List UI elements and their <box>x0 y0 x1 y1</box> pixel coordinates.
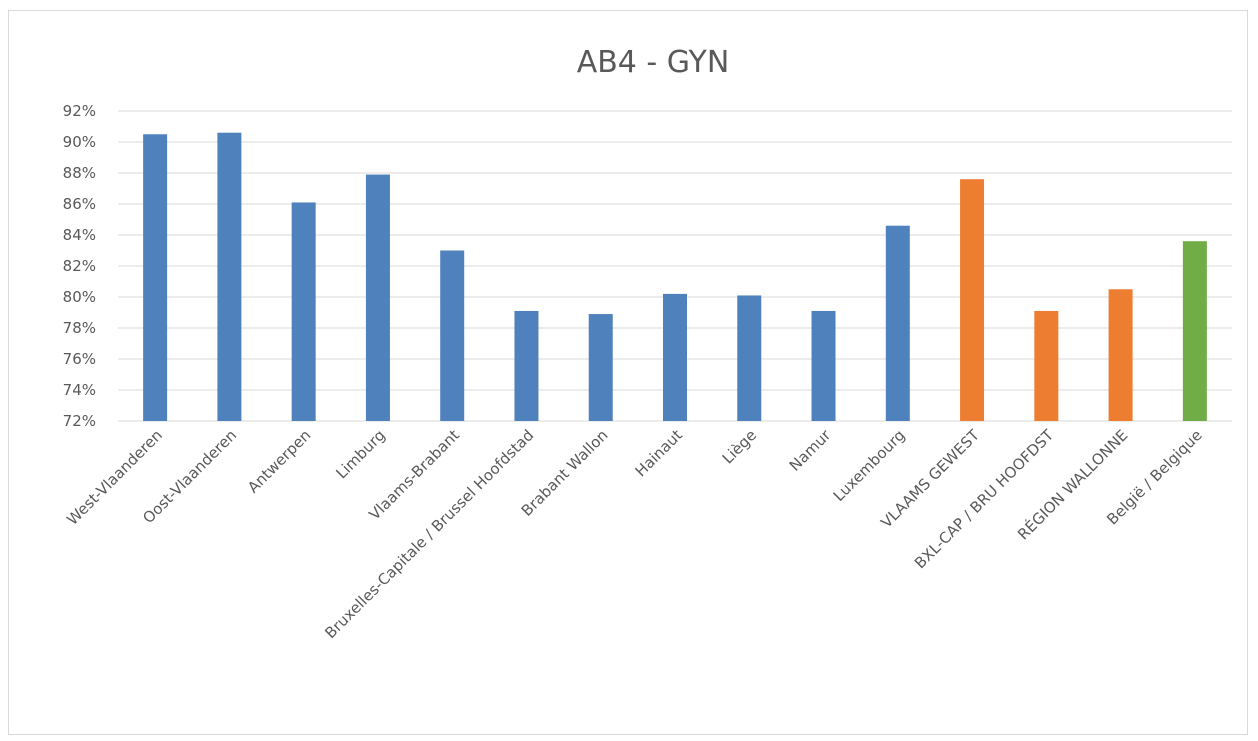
chart-title: AB4 - GYN <box>577 45 730 80</box>
bar <box>291 202 316 421</box>
y-tick-label: 84% <box>63 226 96 244</box>
bar <box>514 310 539 421</box>
y-tick-label: 88% <box>63 164 96 182</box>
x-category-label: Namur <box>786 426 835 475</box>
y-tick-label: 86% <box>63 195 96 213</box>
y-tick-label: 92% <box>63 102 96 120</box>
x-category-label: Antwerpen <box>244 426 314 496</box>
x-category-label: Limburg <box>332 426 388 482</box>
bar <box>1182 241 1207 421</box>
bar <box>885 225 910 421</box>
bar <box>143 134 168 421</box>
y-tick-label: 80% <box>63 288 96 306</box>
bar <box>1034 310 1059 421</box>
bar <box>365 174 390 421</box>
y-tick-label: 82% <box>63 257 96 275</box>
y-tick-label: 78% <box>63 319 96 337</box>
bar <box>663 293 687 421</box>
y-tick-label: 76% <box>63 350 96 368</box>
bar <box>588 314 613 421</box>
bars <box>143 132 1207 421</box>
bar <box>440 250 465 421</box>
y-tick-label: 72% <box>63 412 96 430</box>
bar <box>811 310 836 421</box>
x-category-label: Hainaut <box>632 426 686 480</box>
y-axis-tick-labels: 72% 74% 76% 78% 80% 82% 84% 86% 88% 90% 92% <box>63 102 96 430</box>
x-category-label: Luxembourg <box>830 426 909 505</box>
x-category-label: BXL-CAP / BRU HOOFDST <box>911 426 1058 573</box>
y-tick-label: 90% <box>63 133 96 151</box>
y-tick-label: 74% <box>63 381 96 399</box>
x-category-label: Liège <box>719 426 760 467</box>
bar <box>1108 289 1133 421</box>
bar <box>960 179 985 421</box>
bar <box>737 295 762 421</box>
bar <box>217 132 242 421</box>
